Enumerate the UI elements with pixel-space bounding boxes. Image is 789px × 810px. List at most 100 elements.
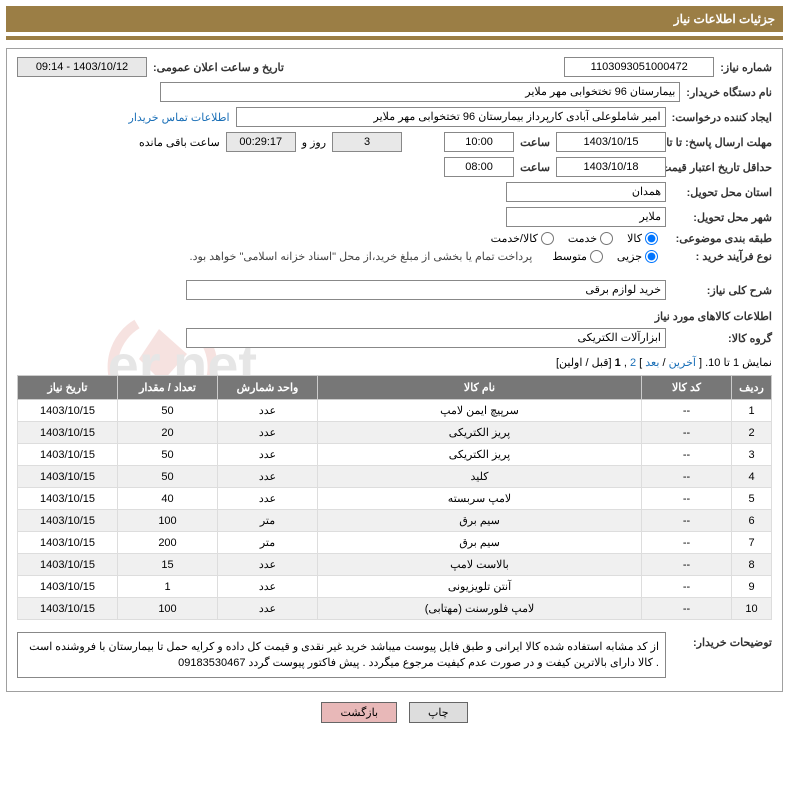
- table-row: 5--لامپ سربستهعدد401403/10/15: [18, 488, 772, 510]
- table-cell: 1403/10/15: [18, 510, 118, 532]
- main-container: AriaTender.net شماره نیاز: 1103093051000…: [6, 48, 783, 692]
- table-cell: لامپ فلورسنت (مهتابی): [318, 598, 642, 620]
- deadline-reply-label: مهلت ارسال پاسخ: تا تاریخ:: [672, 136, 772, 149]
- table-cell: سیم برق: [318, 510, 642, 532]
- table-cell: متر: [218, 510, 318, 532]
- city-label: شهر محل تحویل:: [672, 211, 772, 224]
- table-cell: 2: [732, 422, 772, 444]
- table-cell: 200: [118, 532, 218, 554]
- table-cell: --: [642, 554, 732, 576]
- table-cell: عدد: [218, 598, 318, 620]
- table-cell: کلید: [318, 466, 642, 488]
- table-cell: 15: [118, 554, 218, 576]
- days-count-field: 3: [332, 132, 402, 152]
- category-label: طبقه بندی موضوعی:: [672, 232, 772, 245]
- table-cell: --: [642, 576, 732, 598]
- buyer-contact-link[interactable]: اطلاعات تماس خریدار: [129, 111, 230, 124]
- province-label: استان محل تحویل:: [672, 186, 772, 199]
- table-cell: عدد: [218, 554, 318, 576]
- table-cell: 7: [732, 532, 772, 554]
- pt-motavaset-radio[interactable]: متوسط: [552, 250, 603, 263]
- time-label-2: ساعت: [520, 161, 550, 174]
- th-qty: تعداد / مقدار: [118, 376, 218, 400]
- table-cell: --: [642, 488, 732, 510]
- purchase-note: پرداخت تمام یا بخشی از مبلغ خرید،از محل …: [190, 250, 539, 263]
- table-cell: 20: [118, 422, 218, 444]
- print-button[interactable]: چاپ: [409, 702, 468, 723]
- table-cell: 3: [732, 444, 772, 466]
- table-cell: 1403/10/15: [18, 466, 118, 488]
- th-row: ردیف: [732, 376, 772, 400]
- table-cell: 1: [732, 400, 772, 422]
- table-row: 4--کلیدعدد501403/10/15: [18, 466, 772, 488]
- pager-text: نمایش 1 تا 10.: [705, 357, 772, 369]
- table-cell: --: [642, 466, 732, 488]
- table-cell: 8: [732, 554, 772, 576]
- table-cell: 1403/10/15: [18, 532, 118, 554]
- table-cell: 1: [118, 576, 218, 598]
- table-cell: 50: [118, 400, 218, 422]
- table-cell: 1403/10/15: [18, 444, 118, 466]
- table-cell: پریز الکتریکی: [318, 422, 642, 444]
- table-cell: --: [642, 444, 732, 466]
- table-cell: 1403/10/15: [18, 400, 118, 422]
- table-cell: عدد: [218, 444, 318, 466]
- table-cell: 1403/10/15: [18, 422, 118, 444]
- goods-section-title: اطلاعات کالاهای مورد نیاز: [17, 310, 772, 323]
- pager-next[interactable]: بعد: [645, 357, 659, 369]
- public-announce-field: 1403/10/12 - 09:14: [17, 57, 147, 77]
- group-field: ابزارآلات الکتریکی: [186, 328, 666, 348]
- table-cell: 40: [118, 488, 218, 510]
- table-cell: --: [642, 400, 732, 422]
- table-cell: 1403/10/15: [18, 488, 118, 510]
- table-cell: 50: [118, 466, 218, 488]
- pager-prev: قبل: [592, 357, 609, 369]
- table-cell: 50: [118, 444, 218, 466]
- table-cell: عدد: [218, 466, 318, 488]
- th-unit: واحد شمارش: [218, 376, 318, 400]
- purchase-type-label: نوع فرآیند خرید :: [672, 250, 772, 263]
- table-row: 8--بالاست لامپعدد151403/10/15: [18, 554, 772, 576]
- table-cell: 10: [732, 598, 772, 620]
- buttons-row: چاپ بازگشت: [6, 702, 783, 723]
- need-number-label: شماره نیاز:: [720, 61, 772, 74]
- table-cell: آنتن تلویزیونی: [318, 576, 642, 598]
- table-row: 10--لامپ فلورسنت (مهتابی)عدد1001403/10/1…: [18, 598, 772, 620]
- back-button[interactable]: بازگشت: [321, 702, 397, 723]
- goods-table: ردیف کد کالا نام کالا واحد شمارش تعداد /…: [17, 375, 772, 620]
- cat-kala-radio[interactable]: کالا: [627, 232, 658, 245]
- remaining-label: ساعت باقی مانده: [139, 136, 220, 149]
- pager-p2[interactable]: 2: [630, 357, 636, 369]
- min-validity-label: حداقل تاریخ اعتبار قیمت: تا تاریخ:: [672, 161, 772, 174]
- table-cell: لامپ سربسته: [318, 488, 642, 510]
- table-cell: 5: [732, 488, 772, 510]
- page-header: جزئیات اطلاعات نیاز: [6, 6, 783, 32]
- table-row: 9--آنتن تلویزیونیعدد11403/10/15: [18, 576, 772, 598]
- table-row: 3--پریز الکتریکیعدد501403/10/15: [18, 444, 772, 466]
- table-cell: پریز الکتریکی: [318, 444, 642, 466]
- table-row: 2--پریز الکتریکیعدد201403/10/15: [18, 422, 772, 444]
- need-number-field: 1103093051000472: [564, 57, 714, 77]
- table-cell: 100: [118, 510, 218, 532]
- table-cell: عدد: [218, 576, 318, 598]
- table-row: 6--سیم برقمتر1001403/10/15: [18, 510, 772, 532]
- countdown-field: 00:29:17: [226, 132, 296, 152]
- table-cell: --: [642, 422, 732, 444]
- table-cell: --: [642, 532, 732, 554]
- cat-kalakhadamat-radio[interactable]: کالا/خدمت: [491, 232, 554, 245]
- pt-jozi-radio[interactable]: جزیی: [617, 250, 658, 263]
- need-desc-field: خرید لوازم برقی: [186, 280, 666, 300]
- pager-last[interactable]: آخرین: [669, 357, 696, 369]
- min-validity-date-field: 1403/10/18: [556, 157, 666, 177]
- cat-khadamat-radio[interactable]: خدمت: [568, 232, 613, 245]
- table-cell: بالاست لامپ: [318, 554, 642, 576]
- th-date: تاریخ نیاز: [18, 376, 118, 400]
- buyer-device-label: نام دستگاه خریدار:: [686, 86, 772, 99]
- th-name: نام کالا: [318, 376, 642, 400]
- min-validity-time-field: 08:00: [444, 157, 514, 177]
- page-title: جزئیات اطلاعات نیاز: [674, 12, 775, 26]
- pager: نمایش 1 تا 10. [ آخرین / بعد ] 2 , 1 [قب…: [17, 356, 772, 369]
- table-cell: سرپیچ ایمن لامپ: [318, 400, 642, 422]
- public-announce-label: تاریخ و ساعت اعلان عمومی:: [153, 61, 284, 74]
- table-cell: --: [642, 598, 732, 620]
